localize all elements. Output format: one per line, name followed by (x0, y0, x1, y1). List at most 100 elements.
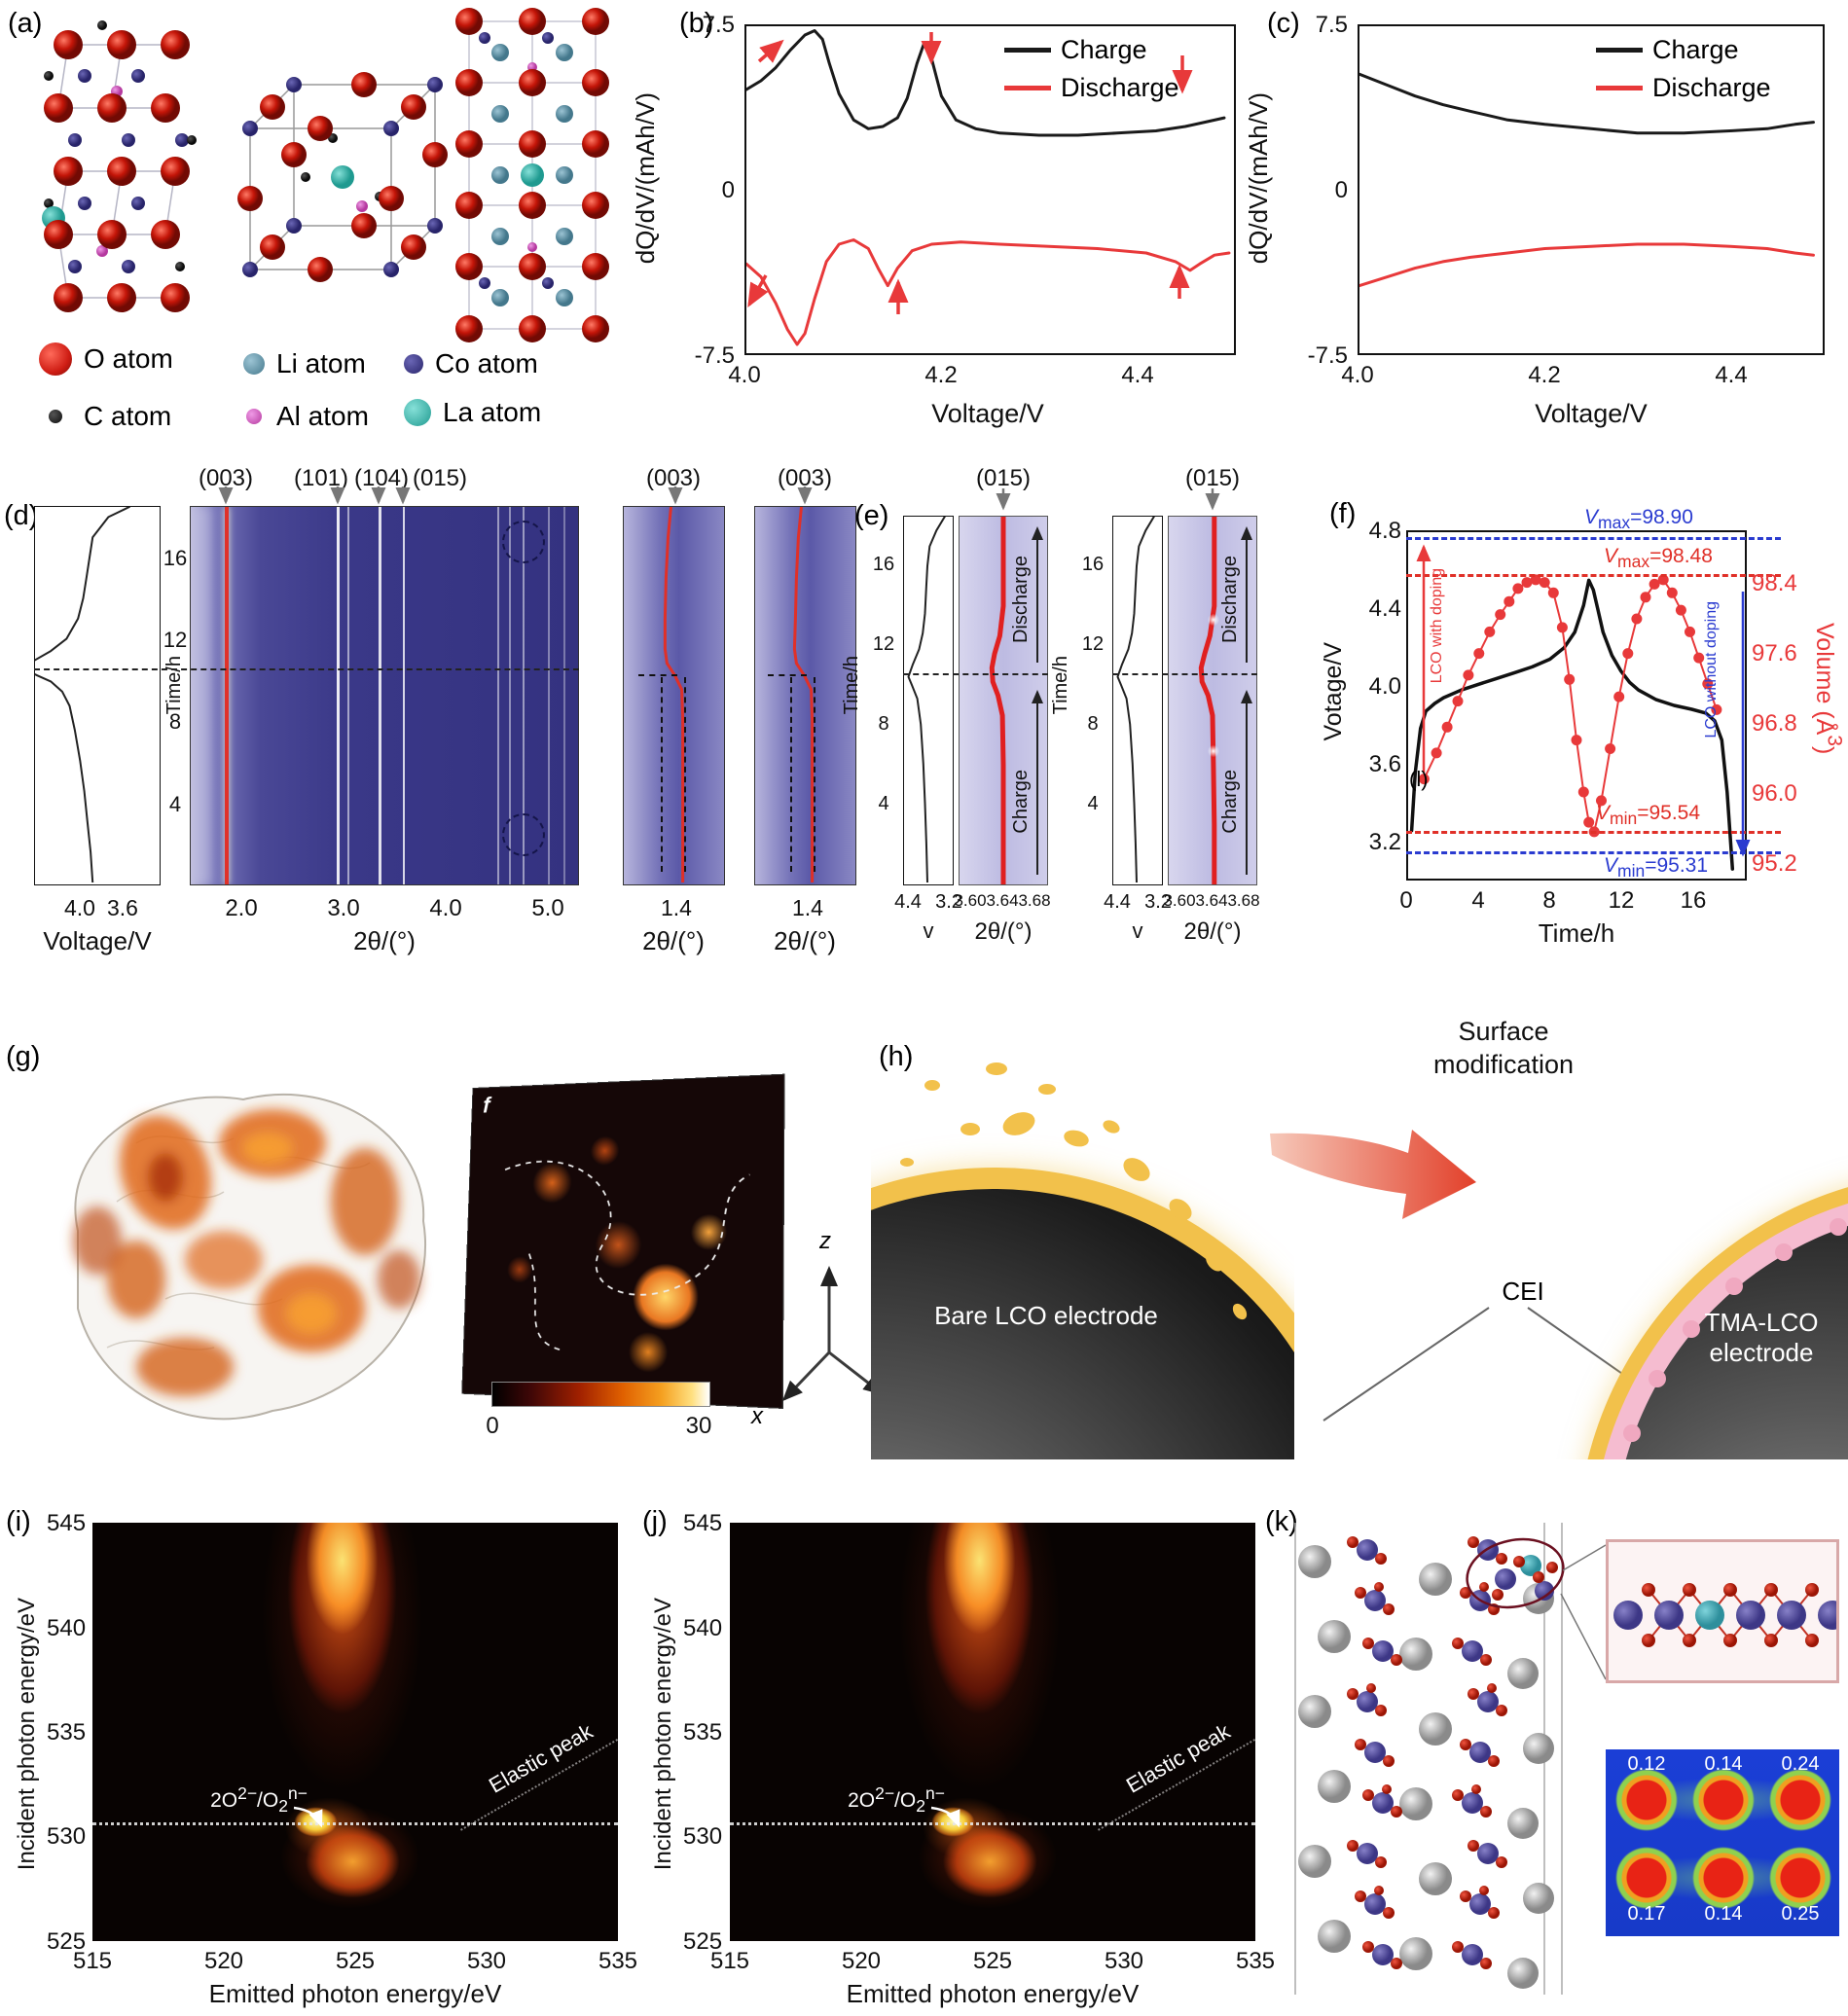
x-axis-label-i: Emitted photon energy/eV (208, 1979, 502, 2008)
voltage-strip-d (34, 506, 161, 885)
x-tick: 3.60 (1163, 891, 1196, 910)
peak-label-015: (015) (1184, 465, 1241, 491)
crystal-structure-column (455, 8, 609, 342)
xrd-contour-map (190, 506, 579, 885)
legend-item-co-atom: Co atom (404, 348, 538, 379)
voltage-strip-e1 (903, 516, 954, 885)
v-tick: 4.0 (64, 895, 95, 920)
x-tick: 535 (1235, 1948, 1276, 1974)
vmax-annotation-blue: Vmax=98.90 (1584, 506, 1693, 533)
dqdv-chart-modified (744, 24, 1236, 355)
vmin-line-no-doping (1406, 851, 1781, 854)
panel-label-k: (k) (1265, 1506, 1298, 1537)
legend-b: Charge Discharge (1004, 35, 1179, 103)
panel-label-e: (e) (854, 500, 889, 531)
dashed-guide (790, 677, 815, 872)
v-axis-label: v (1132, 918, 1143, 943)
x-tick: 4.4 (1121, 362, 1154, 388)
time-axis-label: Time/h (841, 656, 862, 715)
axis-z-label: z (819, 1228, 831, 1254)
dashed-circle-marker (502, 521, 545, 563)
x-tick: 3.0 (327, 895, 360, 921)
legend-label: Discharge (1652, 73, 1771, 102)
dqdv-chart-modified-canvas (746, 29, 1231, 346)
colorbar (491, 1382, 710, 1407)
doping-note: LCO with doping (1429, 568, 1445, 684)
peak-label-015: (015) (975, 465, 1032, 491)
x-tick: 1.4 (661, 895, 692, 920)
legend-item-al-atom: Al atom (243, 401, 369, 432)
vmax-line-no-doping (1406, 537, 1781, 540)
charge-label: Charge (1010, 770, 1032, 834)
legend-c: Charge Discharge (1596, 35, 1771, 103)
x-axis-label-b: Voltage/V (931, 399, 1044, 428)
colorbar-min: 0 (486, 1413, 499, 1439)
tomography-3d-render (73, 1094, 426, 1421)
y-tick: 545 (683, 1510, 723, 1536)
density-value: 0.14 (1704, 1903, 1743, 1925)
v-tick: 3.6 (107, 895, 138, 920)
li-atom-icon (243, 353, 265, 375)
time-tick: 16 (163, 546, 188, 570)
voltage-axis-label-d: Voltage/V (43, 926, 152, 955)
panel-label-j: (j) (642, 1506, 668, 1537)
highlight-ellipse (1466, 1537, 1565, 1609)
y-axis-label-j: Incident photon energy/eV (650, 1598, 676, 1871)
y-tick: 530 (47, 1823, 87, 1850)
two-theta-axis-label: 2θ/(°) (774, 926, 836, 955)
legend-label: C atom (84, 401, 172, 431)
x-tick: 530 (1104, 1948, 1144, 1974)
tma-electrode-label: TMA-LCO electrode (1704, 1308, 1819, 1367)
two-theta-axis-label: 2θ/(°) (642, 926, 705, 955)
annotation-arrow-i (293, 1806, 323, 1828)
peak-label-015: (015) (412, 465, 468, 491)
y-tick: -7.5 (1307, 342, 1348, 369)
voltage-axis-label-f: Votage/V (1320, 642, 1347, 741)
rixs-map-bare (92, 1523, 618, 1941)
inset-pointer-lines (1560, 1544, 1607, 1680)
peak-arrows-d (218, 486, 411, 505)
volume-tick: 98.4 (1752, 570, 1797, 596)
phase-arrows (1032, 526, 1043, 875)
x-tick: 3.60 (954, 891, 987, 910)
discharge-label: Discharge (1010, 556, 1032, 644)
y-tick: 535 (47, 1719, 87, 1746)
panel-label-f: (f) (1329, 498, 1357, 529)
dqdv-chart-bare-canvas (1359, 72, 1815, 288)
panel-label-b: (b) (679, 8, 714, 39)
y-axis-label-b: dQ/dV/(mAh/V) (631, 92, 660, 265)
y-tick: 3.2 (1368, 829, 1401, 855)
y-axis-label-c: dQ/dV/(mAh/V) (1244, 92, 1273, 265)
time-tick: 8 (878, 713, 889, 735)
slice-dashed-outline (462, 1075, 783, 1408)
excitation-dotted-line (92, 1822, 618, 1825)
dashed-circle-marker (502, 813, 545, 856)
y-tick: 545 (47, 1510, 87, 1536)
legend-label: La atom (443, 397, 542, 427)
time-tick: 16 (872, 554, 895, 575)
x-tick: 525 (972, 1948, 1013, 1974)
x-tick: 1.4 (792, 895, 823, 920)
time-tick: 4 (878, 793, 889, 814)
time-axis-label: Time/h (1050, 656, 1071, 715)
legend-item-o-atom: O atom (39, 342, 173, 376)
legend-entry-discharge: Discharge (1004, 73, 1179, 103)
charge-label: Charge (1219, 770, 1241, 834)
density-value: 0.17 (1627, 1903, 1666, 1925)
panel-label-d: (d) (4, 500, 39, 531)
c-atom-icon (49, 410, 62, 423)
o-atom-icon (39, 342, 72, 376)
bare-lco-electrode: Bare LCO electrode (871, 1053, 1294, 1459)
x-tick: 4.4 (1715, 362, 1748, 388)
excitation-dotted-line (730, 1822, 1255, 1825)
peak-arrow-e1 (996, 488, 1011, 511)
peak-arrow-zoom1 (668, 486, 683, 505)
panel-label-c: (c) (1267, 8, 1300, 39)
y-tick: 540 (47, 1615, 87, 1641)
legend-item-la-atom: La atom (404, 397, 541, 428)
la-atom-icon (404, 399, 431, 426)
y-tick: 4.8 (1368, 518, 1401, 544)
legend-item-li-atom: Li atom (243, 348, 366, 379)
voltage-volume-chart (1406, 530, 1747, 881)
dashed-guide (768, 674, 807, 676)
